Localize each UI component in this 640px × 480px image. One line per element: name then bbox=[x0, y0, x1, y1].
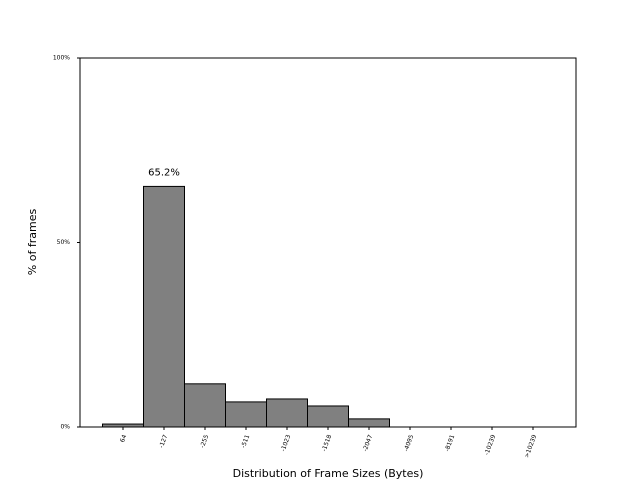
bar bbox=[184, 383, 226, 428]
y-tick-label: 0% bbox=[60, 424, 70, 431]
x-tick-label: -8191 bbox=[444, 434, 457, 453]
bar bbox=[143, 185, 185, 428]
y-tick-label: 50% bbox=[57, 239, 71, 246]
x-tick-label: -1023 bbox=[280, 434, 293, 453]
value-label: 65.2% bbox=[148, 167, 180, 178]
x-tick-label: -4095 bbox=[403, 434, 416, 453]
y-tick-label: 100% bbox=[53, 55, 70, 62]
bar bbox=[348, 418, 390, 428]
x-tick-label: 64 bbox=[119, 434, 128, 444]
x-tick-label: -511 bbox=[240, 434, 251, 449]
bar bbox=[225, 401, 267, 428]
bar bbox=[102, 423, 144, 428]
x-tick-label: -10239 bbox=[483, 434, 497, 457]
x-tick-label: -1518 bbox=[321, 434, 334, 453]
x-tick-label: >10239 bbox=[523, 434, 538, 459]
x-tick-label: -255 bbox=[199, 434, 210, 449]
y-axis-label: % of frames bbox=[26, 209, 39, 276]
x-axis-label: Distribution of Frame Sizes (Bytes) bbox=[233, 467, 424, 480]
x-tick-label: -2047 bbox=[362, 434, 375, 453]
bar bbox=[307, 405, 349, 428]
x-tick-label: -127 bbox=[158, 434, 169, 449]
bar bbox=[266, 398, 308, 428]
